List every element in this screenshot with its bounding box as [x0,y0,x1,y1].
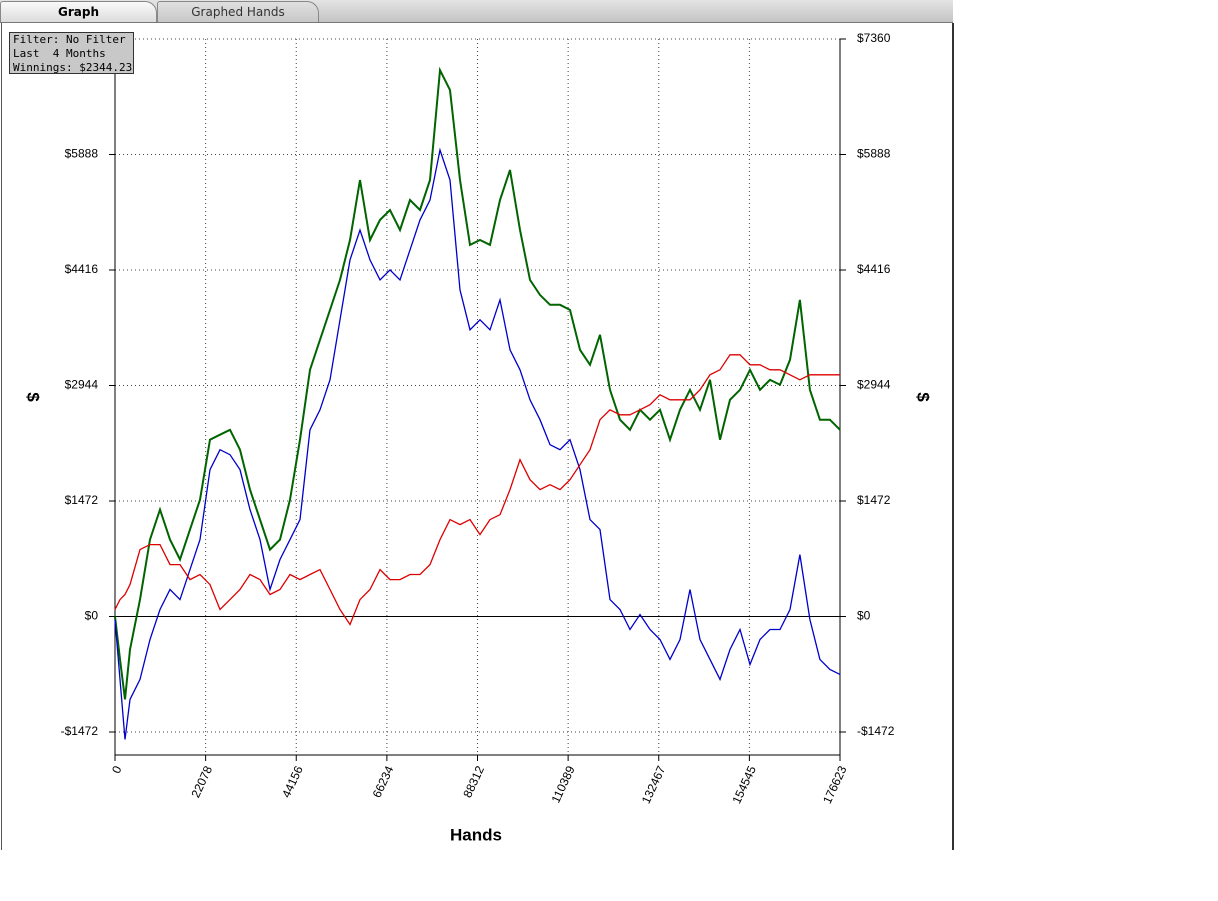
y-tick-label: $1472 [65,493,99,507]
x-tick-label: 110389 [548,763,577,805]
tab[interactable]: Graph [0,1,157,22]
filter-line: Last 4 Months [13,47,106,60]
series-line [114,354,840,626]
chart: Hands $ $ $7360$7360$5888$5888$4416$4416… [24,31,933,844]
panel [1,23,954,850]
series-line [114,147,841,740]
x-tick-label: 22078 [188,763,215,799]
x-tick-label: 132467 [639,763,669,806]
y-tick-label: $5888 [65,147,99,161]
y-tick-label: $2944 [65,378,99,392]
y-axis-label: $ [914,392,933,402]
y-tick-label: $0 [85,609,99,623]
y-tick-label: -$1472 [61,724,99,738]
y-tick-label: $7360 [857,31,891,45]
filter-box: Filter: No Filter Last 4 Months Winnings: … [9,32,134,74]
y-tick-label: $2944 [857,378,891,392]
filter-line: Winnings: $2344.23 [13,61,133,74]
x-tick-label: 88312 [460,763,487,799]
y-tick-label: $4416 [857,262,891,276]
x-tick-label: 66234 [370,763,397,799]
x-tick-label: 154545 [729,763,759,806]
y-axis-label: $ [24,392,43,402]
y-tick-label: $4416 [65,262,99,276]
tab-bar: Graph Graphed Hands [0,0,953,23]
x-tick-label: 0 [109,763,125,775]
filter-line: Filter: No Filter [13,33,126,46]
y-tick-label: $0 [857,609,871,623]
tab[interactable]: Graphed Hands [157,1,319,22]
y-tick-label: $5888 [857,147,891,161]
x-tick-label: 176623 [820,763,850,806]
x-axis-label: Hands [450,825,502,844]
y-tick-label: -$1472 [857,724,895,738]
series-line [114,66,841,700]
y-tick-label: $1472 [857,493,891,507]
x-tick-label: 44156 [279,763,306,799]
